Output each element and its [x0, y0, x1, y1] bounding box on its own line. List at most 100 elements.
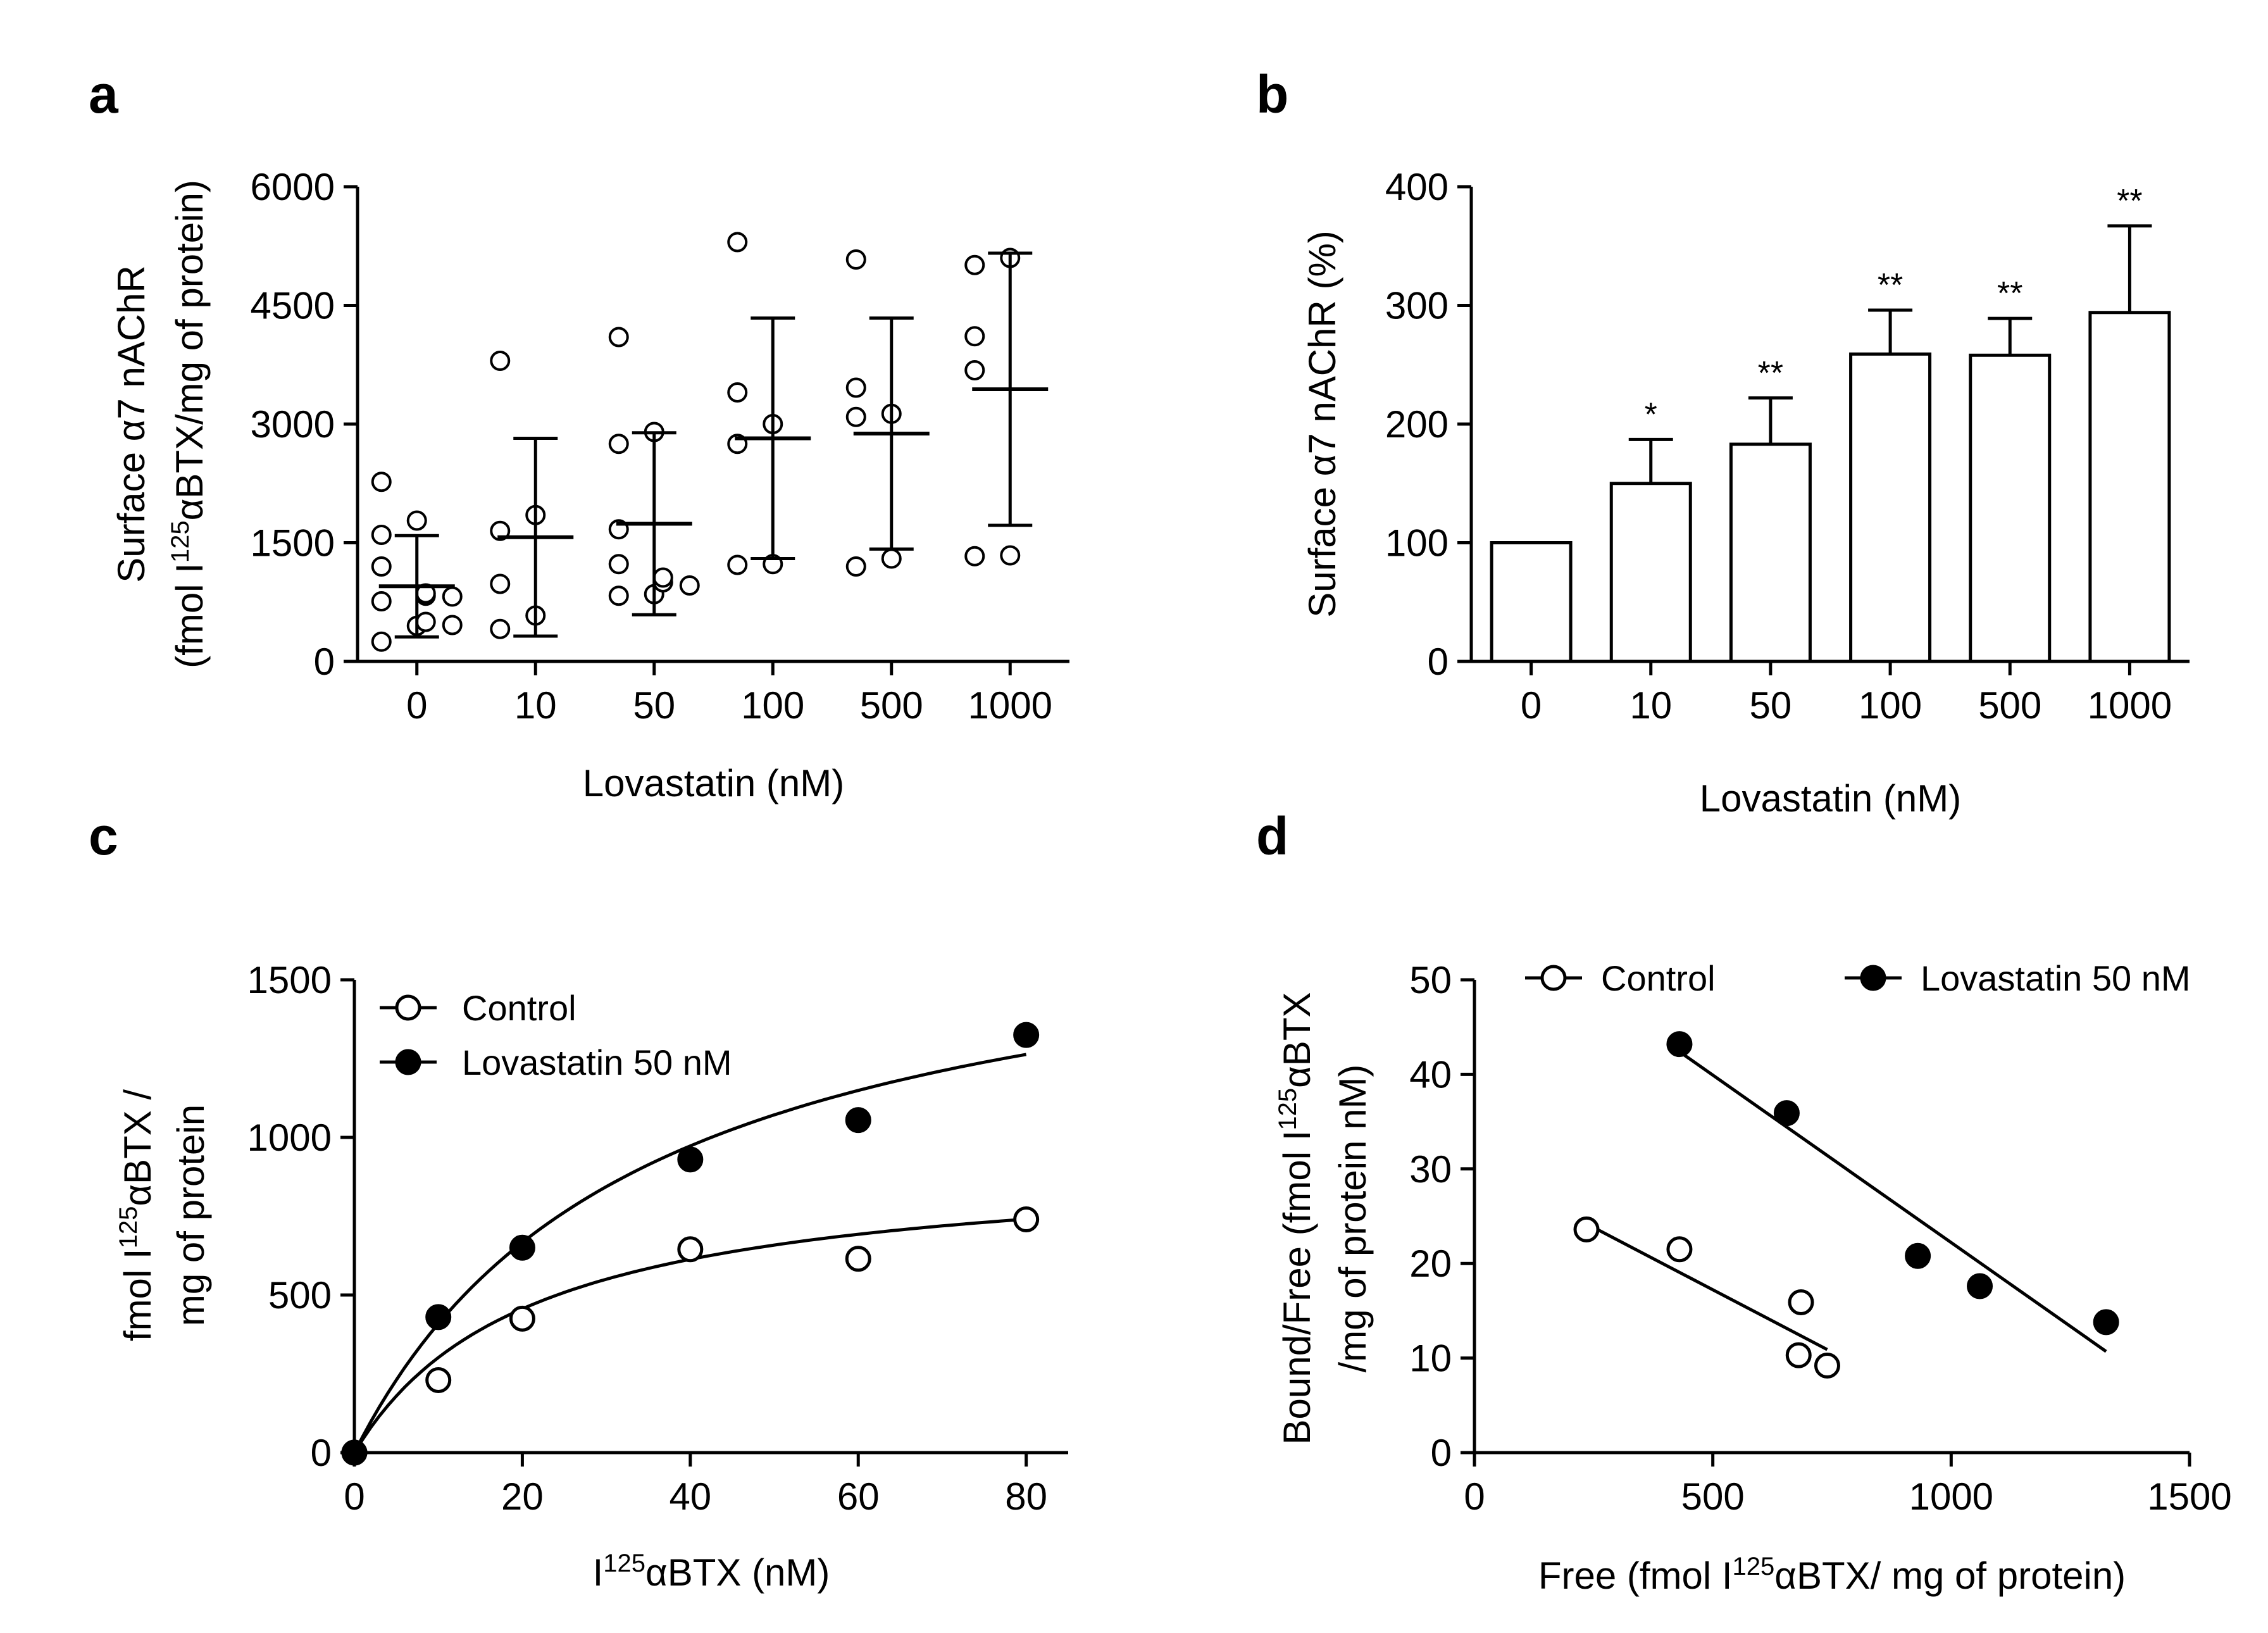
- data-point: [442, 615, 463, 635]
- data-point: [845, 406, 866, 427]
- x-tick-label: 80: [1005, 1475, 1047, 1518]
- superscript: 125: [166, 520, 194, 563]
- data-point: [845, 377, 866, 398]
- superscript: 125: [1733, 1553, 1775, 1580]
- y-axis-title-line2: (fmol I125αBTX/mg of protein): [166, 180, 211, 668]
- y-tick-label: 50: [1409, 959, 1452, 1001]
- data-point: [1000, 545, 1021, 566]
- fit-line: [1585, 1222, 1828, 1351]
- x-tick-label: 1000: [968, 684, 1052, 727]
- y-axis-title: Surface α7 nAChR (%): [1301, 230, 1343, 618]
- y-tick-label: 40: [1409, 1053, 1452, 1096]
- bar: [1969, 353, 2052, 663]
- panel-letter-b: b: [1256, 65, 1288, 124]
- x-tick-label: 1000: [2088, 684, 2172, 727]
- data-point: [652, 567, 673, 588]
- x-tick-label: 100: [1859, 684, 1922, 727]
- data-point: [406, 510, 427, 531]
- x-tick-label: 500: [1681, 1475, 1745, 1518]
- data-point: [727, 554, 748, 575]
- y-tick-label: 20: [1409, 1242, 1452, 1285]
- data-point: [1666, 1031, 1693, 1058]
- data-point: [727, 232, 748, 253]
- y-tick-label: 1000: [247, 1117, 332, 1159]
- data-point: [442, 586, 463, 607]
- x-tick-label: 1000: [1909, 1475, 1993, 1518]
- data-point: [371, 525, 392, 545]
- label-part: (fmol I: [168, 563, 211, 668]
- significance-marker: **: [1878, 267, 1903, 304]
- label-part: αBTX: [1276, 992, 1318, 1087]
- data-point: [1814, 1353, 1840, 1379]
- panel-a: a 0 1500 3000 4500 6000 0 10 50 100 500 1000 Lovasta…: [89, 65, 1069, 804]
- data-point: [425, 1367, 452, 1393]
- y-tick-label: 200: [1385, 403, 1449, 446]
- label-part: αBTX /: [116, 1089, 159, 1206]
- data-point: [341, 1439, 368, 1466]
- data-point: [371, 472, 392, 492]
- label-part: αBTX/mg of protein): [168, 180, 211, 520]
- x-tick-label: 10: [514, 684, 557, 727]
- legend-label: Control: [1601, 958, 1716, 998]
- data-point: [608, 434, 629, 454]
- data-point: [608, 554, 629, 575]
- data-point: [677, 1236, 704, 1263]
- significance-marker: **: [2117, 183, 2142, 220]
- x-tick-label: 0: [1464, 1475, 1485, 1518]
- legend-label: Control: [462, 988, 576, 1028]
- bar: [2088, 311, 2171, 663]
- y-tick-label: 500: [268, 1274, 332, 1317]
- label-part: fmol I: [116, 1248, 159, 1341]
- y-axis-title-line1: fmol I125αBTX /: [115, 1089, 159, 1342]
- x-tick-label: 60: [837, 1475, 880, 1518]
- y-axis-title-line2: /mg of protein nM): [1331, 1065, 1374, 1373]
- x-axis-title: Free (fmol I125αBTX/ mg of protein): [1538, 1553, 2126, 1597]
- x-tick-label: 1500: [2147, 1475, 2231, 1518]
- data-point: [1788, 1289, 1814, 1315]
- data-point: [727, 382, 748, 403]
- data-point: [845, 556, 866, 577]
- data-point: [509, 1305, 535, 1332]
- data-point: [371, 631, 392, 652]
- y-tick-label: 3000: [251, 403, 335, 446]
- x-tick-label: 50: [1750, 684, 1792, 727]
- data-point: [845, 1107, 871, 1134]
- y-tick-label: 4500: [251, 285, 335, 327]
- panel-b: b 0 100 200 300 400 0 10 * 50 ** 100 ** 500 ** 1000 ** Lo…: [1256, 65, 2190, 820]
- data-point: [964, 254, 985, 275]
- data-point: [371, 591, 392, 611]
- data-point: [608, 585, 629, 606]
- x-axis-title: Lovastatin (nM): [1700, 777, 1962, 820]
- data-point: [964, 546, 985, 566]
- x-tick-label: 0: [1521, 684, 1542, 727]
- label-part: I: [593, 1551, 604, 1594]
- data-point: [1905, 1242, 1931, 1269]
- bar: [1849, 352, 1932, 663]
- significance-marker: **: [1997, 275, 2022, 312]
- y-tick-label: 10: [1409, 1337, 1452, 1380]
- data-point: [608, 327, 629, 347]
- data-point: [964, 360, 985, 380]
- data-point: [1013, 1022, 1040, 1048]
- superscript: 125: [115, 1206, 142, 1249]
- x-tick-label: 0: [406, 684, 427, 727]
- label-part: αBTX/ mg of protein): [1774, 1555, 2126, 1597]
- legend-label: Lovastatin 50 nM: [462, 1042, 732, 1082]
- superscript: 125: [1274, 1088, 1302, 1130]
- bar: [1609, 482, 1692, 663]
- data-point: [509, 1234, 535, 1261]
- significance-marker: *: [1645, 396, 1657, 433]
- y-tick-label: 30: [1409, 1148, 1452, 1191]
- legend-marker: [395, 1049, 421, 1075]
- y-tick-label: 0: [311, 1432, 332, 1474]
- data-point: [371, 556, 392, 577]
- data-point: [490, 573, 511, 594]
- data-point: [845, 1246, 871, 1272]
- panel-letter-c: c: [89, 806, 118, 866]
- panel-letter-d: d: [1256, 806, 1288, 866]
- x-tick-label: 0: [344, 1475, 364, 1518]
- panel-letter-a: a: [89, 65, 119, 124]
